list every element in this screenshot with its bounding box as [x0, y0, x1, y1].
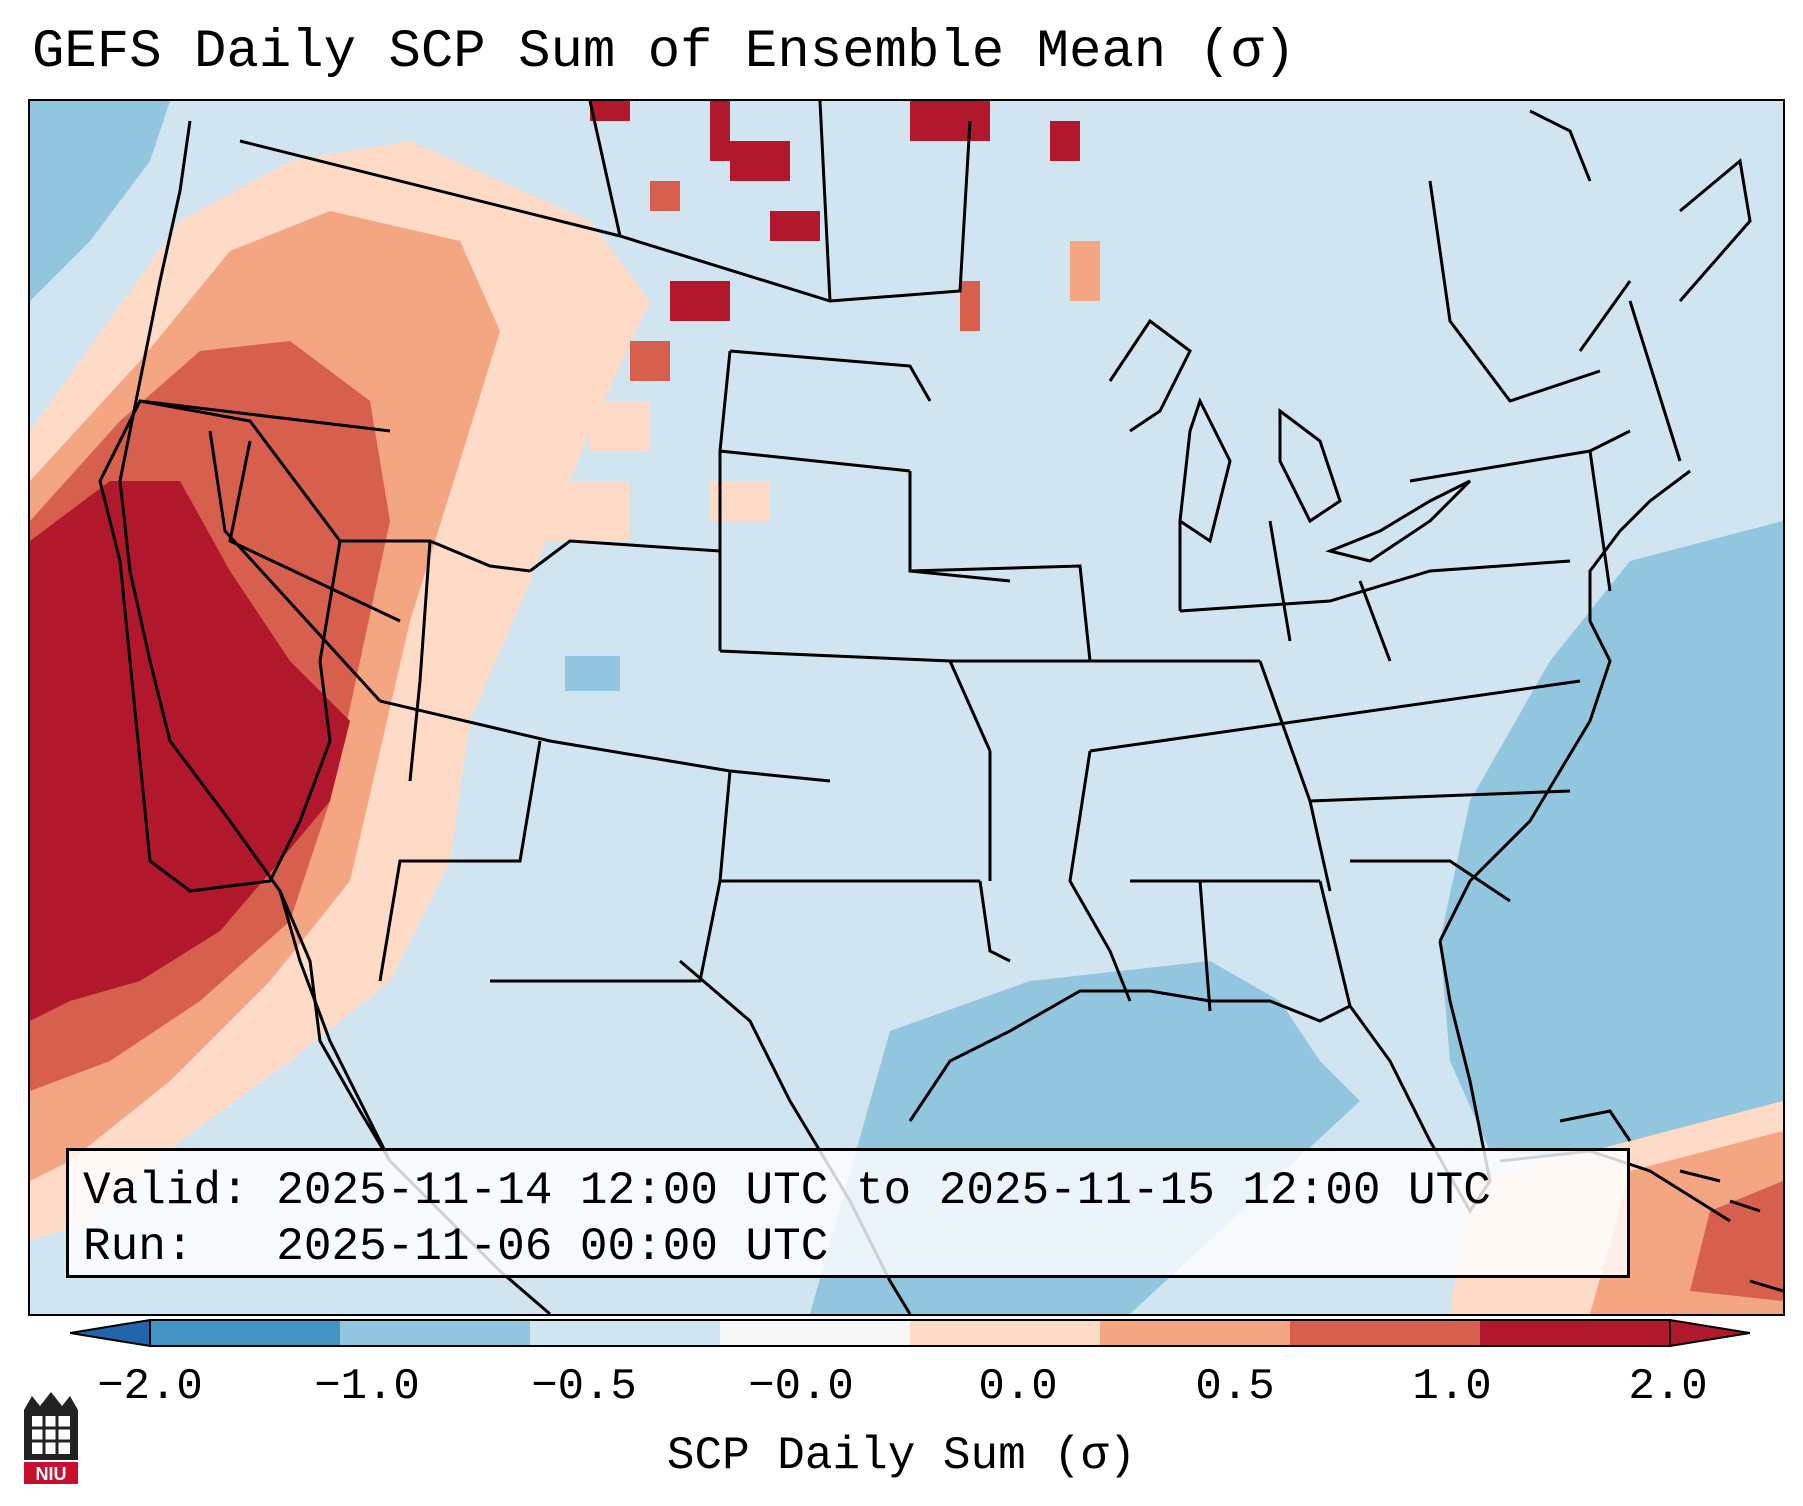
scp-map [30, 101, 1783, 1314]
colorbar-tick-label: −0.0 [748, 1362, 854, 1412]
colorbar-frame [149, 1319, 1671, 1347]
colorbar-segments [150, 1320, 1671, 1346]
state-borders [98, 101, 1752, 1012]
logo-text: NIU [36, 1464, 67, 1484]
niu-logo: NIU [24, 1392, 78, 1484]
valid-run-box: Valid: 2025-11-14 12:00 UTC to 2025-11-1… [66, 1148, 1630, 1278]
map-panel [28, 99, 1785, 1316]
colorbar-segment [530, 1320, 721, 1346]
colorbar-tick-label: 0.5 [1195, 1362, 1275, 1412]
valid-value: 2025-11-14 12:00 UTC to 2025-11-15 12:00… [276, 1165, 1491, 1217]
run-value: 2025-11-06 00:00 UTC [276, 1221, 829, 1273]
colorbar-under-arrow [70, 1318, 151, 1348]
chart-title: GEFS Daily SCP Sum of Ensemble Mean (σ) [32, 22, 1296, 83]
pacific-low-region [30, 101, 170, 301]
colorbar [70, 1318, 1750, 1348]
colorbar-over-arrow [1669, 1318, 1750, 1348]
colorbar-segment [1480, 1320, 1671, 1346]
colorbar-label: SCP Daily Sum (σ) [666, 1430, 1137, 1482]
colorbar-segment [720, 1320, 911, 1346]
colorbar-segment [1290, 1320, 1481, 1346]
run-label: Run: [83, 1221, 194, 1273]
colorbar-segment [150, 1320, 341, 1346]
colorbar-tick-label: 1.0 [1412, 1362, 1492, 1412]
colorbar-tick-label: −2.0 [97, 1362, 203, 1412]
colorbar-segment [340, 1320, 531, 1346]
valid-label: Valid: [83, 1165, 249, 1217]
california-dark-region [30, 481, 350, 1021]
atlantic-low-region [1440, 521, 1783, 1161]
colorbar-tick-label: −1.0 [314, 1362, 420, 1412]
colorbar-tick-label: −0.5 [531, 1362, 637, 1412]
colorado-low-spot [565, 656, 620, 691]
islands [1559, 1109, 1761, 1213]
colorbar-tick-label: 2.0 [1628, 1362, 1708, 1412]
colorbar-segment [1100, 1320, 1291, 1346]
colorbar-tick-label: 0.0 [978, 1362, 1058, 1412]
colorbar-segment [910, 1320, 1101, 1346]
